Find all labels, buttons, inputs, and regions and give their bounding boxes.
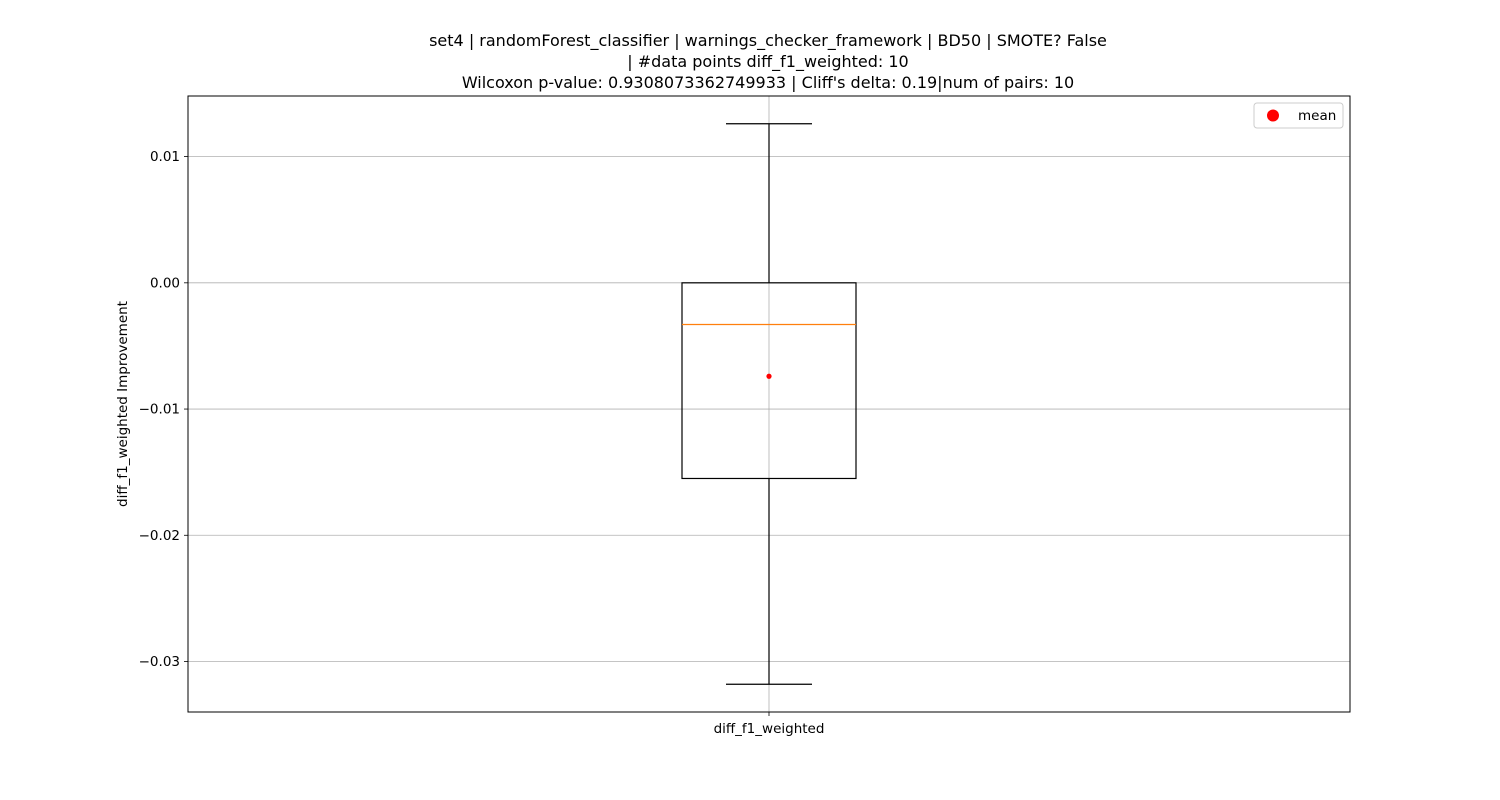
chart-title: set4 | randomForest_classifier | warning…	[429, 31, 1107, 92]
legend-mean-label: mean	[1298, 108, 1336, 124]
legend-frame	[1253, 102, 1344, 129]
box-elements	[681, 123, 857, 685]
y-axis-label: diff_f1_weighted Improvement	[115, 301, 131, 507]
title-line-3: Wilcoxon p-value: 0.9308073362749933 | C…	[462, 73, 1074, 92]
y-tick-label: −0.03	[139, 654, 180, 670]
title-line-1: set4 | randomForest_classifier | warning…	[429, 31, 1107, 51]
x-tick-label: diff_f1_weighted	[714, 721, 825, 737]
legend-mean-marker	[1267, 109, 1279, 122]
y-axis-ticks: 0.01 0.00 −0.01 −0.02 −0.03	[139, 149, 188, 670]
title-line-2: | #data points diff_f1_weighted: 10	[627, 52, 908, 72]
y-tick-label: 0.01	[150, 149, 180, 165]
y-tick-label: −0.01	[139, 402, 180, 418]
y-tick-label: 0.00	[150, 275, 180, 291]
iqr-box	[681, 282, 857, 480]
mean-marker	[766, 373, 772, 379]
y-tick-label: −0.02	[139, 528, 180, 544]
legend: mean	[1253, 102, 1344, 129]
x-axis-ticks: diff_f1_weighted	[714, 712, 825, 737]
